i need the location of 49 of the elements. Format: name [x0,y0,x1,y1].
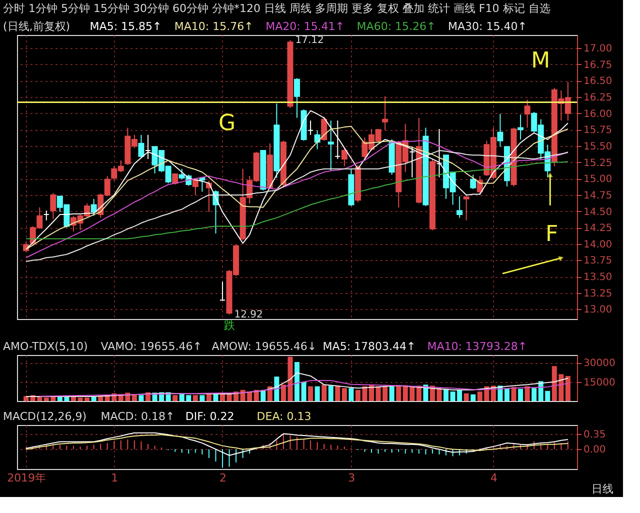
y-tick-label: 16.50 [584,76,612,88]
text: MA10: 13793.28↑ [427,340,528,353]
y-tick-label: 16.75 [584,60,612,71]
text: MA5: 15.85↑ [90,20,162,33]
y-tick-label: 14.00 [584,239,612,250]
chart-title: AMO-TDX(5,10) [3,340,88,353]
y-tick-label: 14.50 [584,206,612,218]
x-tick-label: 4 [490,472,498,484]
x-tick-label: 1 [111,472,118,484]
y-tick-label: 15.50 [584,141,612,152]
text: VAMO: 19655.46↑ [100,340,202,353]
annotation: F [545,222,558,247]
y-tick-label: 15.00 [584,174,612,186]
y-tick-label: 15.25 [584,158,612,169]
text: MACD: 0.18↑ [100,410,175,423]
y-tick-label: 13.00 [584,304,612,316]
y-tick-label: 16.25 [584,92,612,104]
y-tick-label: 0.35 [584,429,606,440]
series-label: DEA: 0.13 [256,410,312,423]
text: MA20: 15.41↑ [266,20,345,33]
y-tick-label: 0.00 [584,444,606,456]
annotation: 跌 [224,319,235,332]
y-tick-label: 13.25 [584,288,612,300]
annotation: 17.12 [295,35,324,46]
chart-title: MACD(12,26,9) [3,410,87,423]
x-axis-title: 日线 [592,482,614,496]
text: AMOW: 19655.46↓ [212,340,317,353]
x-tick-label: 3 [348,472,356,484]
annotation: M [531,48,550,74]
text: MA10: 15.76↑ [174,20,254,33]
annotation: 12.92 [234,309,263,320]
y-tick-label: 13.50 [584,272,612,284]
y-tick-label: 15.75 [584,125,612,136]
y-tick-label: 30000 [584,358,616,370]
series-label: DIF: 0.22 [185,410,234,423]
x-tick-label: 2 [219,472,226,484]
y-tick-label: 14.75 [584,190,612,202]
x-tick-label: 2019年 [7,472,46,484]
y-tick-label: 15000 [584,377,616,388]
annotation: G [218,111,236,136]
text: MA30: 15.40↑ [448,20,527,33]
text: MA60: 15.26↑ [356,20,436,33]
chart-subtitle: 分时 1分钟 5分钟 15分钟 30分钟 60分钟 分钟*120 日线 周线 多周期 更多 复权 叠加 统计 画线 F10 标记 自选 [3,2,550,15]
text: MA5: 17803.44↑ [322,340,416,353]
y-tick-label: 14.25 [584,223,612,234]
y-tick-label: 16.00 [584,108,612,120]
y-tick-label: 17.00 [584,44,612,55]
chart-title: (日线,前复权) [3,20,70,33]
y-tick-label: 13.75 [584,256,612,267]
